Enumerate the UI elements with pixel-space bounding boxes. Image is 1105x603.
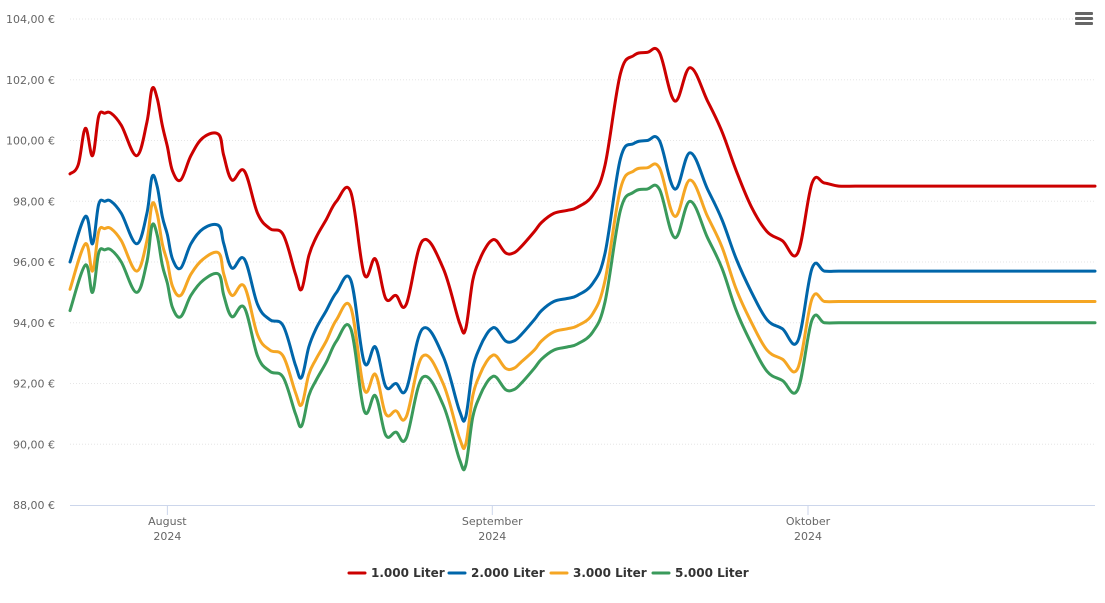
- y-tick-label: 98,00 €: [13, 195, 55, 208]
- legend-label: 5.000 Liter: [675, 566, 749, 580]
- legend-item-3[interactable]: 3.000 Liter: [549, 566, 647, 580]
- series-line-2: [68, 135, 1097, 423]
- legend-item-2[interactable]: 2.000 Liter: [447, 566, 545, 580]
- x-axis-ticks: August 2024 September 2024 Oktober 2024: [148, 505, 831, 543]
- x-tick-year: 2024: [153, 530, 181, 543]
- x-tick-month: Oktober: [786, 515, 831, 528]
- hamburger-menu-icon[interactable]: [1075, 12, 1093, 28]
- legend: 1.000 Liter 2.000 Liter 3.000 Liter 5.000 L…: [347, 566, 749, 580]
- x-tick-month: August: [148, 515, 187, 528]
- y-axis-ticks: 88,00 € 90,00 € 92,00 € 94,00 € 96,00 € 98,00…: [6, 13, 55, 512]
- y-tick-label: 92,00 €: [13, 378, 55, 391]
- legend-item-4[interactable]: 5.000 Liter: [651, 566, 749, 580]
- y-tick-label: 88,00 €: [13, 499, 55, 512]
- y-tick-label: 96,00 €: [13, 256, 55, 269]
- legend-label: 2.000 Liter: [471, 566, 545, 580]
- y-tick-label: 100,00 €: [6, 135, 55, 148]
- x-tick-year: 2024: [478, 530, 506, 543]
- x-tick-month: September: [462, 515, 523, 528]
- legend-item-1[interactable]: 1.000 Liter: [347, 566, 445, 580]
- y-tick-label: 104,00 €: [6, 13, 55, 26]
- grid-lines: [70, 18, 1095, 445]
- series-lines: [68, 46, 1097, 472]
- legend-label: 3.000 Liter: [573, 566, 647, 580]
- y-tick-label: 94,00 €: [13, 317, 55, 330]
- x-tick-year: 2024: [794, 530, 822, 543]
- y-tick-label: 90,00 €: [13, 438, 55, 451]
- series-line-4: [68, 183, 1097, 472]
- series-line-1: [68, 46, 1097, 335]
- y-tick-label: 102,00 €: [6, 74, 55, 87]
- series-line-3: [68, 162, 1097, 451]
- legend-label: 1.000 Liter: [371, 566, 445, 580]
